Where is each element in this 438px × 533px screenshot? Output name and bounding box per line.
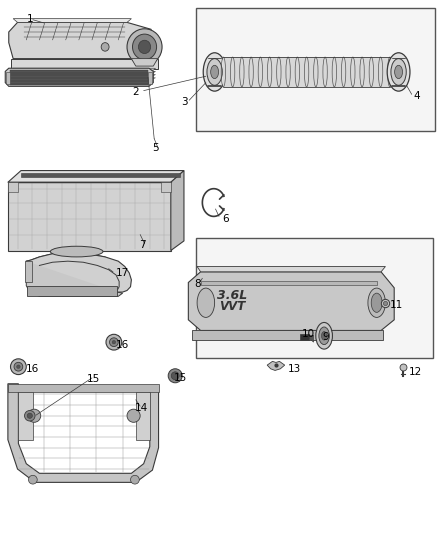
Circle shape (14, 362, 23, 371)
Polygon shape (8, 182, 18, 192)
Polygon shape (309, 335, 314, 342)
Polygon shape (13, 78, 155, 80)
Circle shape (171, 372, 179, 379)
Polygon shape (27, 286, 117, 296)
Ellipse shape (127, 29, 162, 65)
Circle shape (127, 409, 140, 422)
Polygon shape (201, 281, 377, 285)
Polygon shape (8, 384, 159, 482)
Circle shape (28, 475, 37, 484)
Polygon shape (26, 253, 123, 296)
Polygon shape (9, 22, 151, 59)
Text: 4: 4 (414, 91, 420, 101)
Text: 6: 6 (222, 214, 229, 223)
Polygon shape (267, 361, 285, 370)
Text: 3.6L: 3.6L (217, 289, 247, 302)
Text: 13: 13 (288, 364, 301, 374)
Text: 5: 5 (152, 143, 159, 153)
Text: 12: 12 (409, 367, 422, 377)
Circle shape (25, 410, 35, 421)
Ellipse shape (211, 65, 219, 79)
Polygon shape (300, 334, 309, 340)
Bar (196, 8, 435, 131)
Text: 11: 11 (390, 300, 403, 310)
Polygon shape (136, 392, 150, 440)
Circle shape (112, 341, 116, 344)
Circle shape (17, 365, 20, 368)
Circle shape (106, 334, 122, 350)
Polygon shape (13, 71, 155, 74)
Bar (10, 70, 148, 85)
Ellipse shape (316, 322, 332, 349)
Polygon shape (223, 57, 390, 87)
Text: 15: 15 (87, 375, 100, 384)
Polygon shape (8, 171, 184, 182)
Text: 14: 14 (135, 403, 148, 413)
Polygon shape (18, 392, 33, 440)
Ellipse shape (391, 59, 406, 85)
Text: 3: 3 (181, 98, 187, 107)
Ellipse shape (395, 65, 403, 79)
Bar (148, 72, 152, 84)
Text: VVT: VVT (219, 300, 245, 313)
Ellipse shape (207, 59, 222, 85)
Polygon shape (8, 182, 171, 251)
Circle shape (27, 413, 32, 418)
Ellipse shape (203, 53, 226, 91)
Ellipse shape (50, 246, 103, 257)
Text: 7: 7 (139, 240, 146, 250)
Polygon shape (21, 173, 180, 177)
Polygon shape (188, 272, 394, 330)
Polygon shape (13, 75, 155, 77)
Bar (6, 72, 10, 84)
Circle shape (11, 359, 26, 375)
Polygon shape (13, 19, 131, 22)
Circle shape (131, 475, 139, 484)
Ellipse shape (368, 288, 385, 317)
Polygon shape (25, 261, 32, 282)
Text: 10: 10 (301, 329, 314, 339)
Ellipse shape (132, 34, 157, 60)
Circle shape (168, 369, 182, 383)
Polygon shape (171, 171, 184, 251)
Polygon shape (13, 68, 155, 70)
Bar (196, 238, 433, 358)
Ellipse shape (101, 43, 109, 51)
Circle shape (110, 338, 118, 346)
Polygon shape (192, 330, 383, 340)
Polygon shape (8, 384, 159, 392)
Ellipse shape (319, 327, 329, 344)
Text: 9: 9 (323, 332, 329, 342)
Ellipse shape (321, 332, 327, 340)
Ellipse shape (197, 288, 215, 317)
Polygon shape (26, 253, 131, 292)
Polygon shape (5, 68, 153, 86)
Polygon shape (131, 59, 158, 66)
Polygon shape (197, 266, 385, 272)
Polygon shape (161, 182, 171, 192)
Text: 2: 2 (132, 87, 139, 96)
Text: 16: 16 (116, 341, 129, 350)
Text: 17: 17 (116, 269, 129, 278)
Ellipse shape (371, 293, 382, 312)
Ellipse shape (387, 53, 410, 91)
Polygon shape (11, 59, 158, 69)
Text: 15: 15 (173, 374, 187, 383)
Ellipse shape (138, 40, 151, 54)
Text: 8: 8 (194, 279, 201, 288)
Text: 1: 1 (27, 14, 34, 23)
Circle shape (28, 409, 41, 422)
Text: 16: 16 (26, 364, 39, 374)
